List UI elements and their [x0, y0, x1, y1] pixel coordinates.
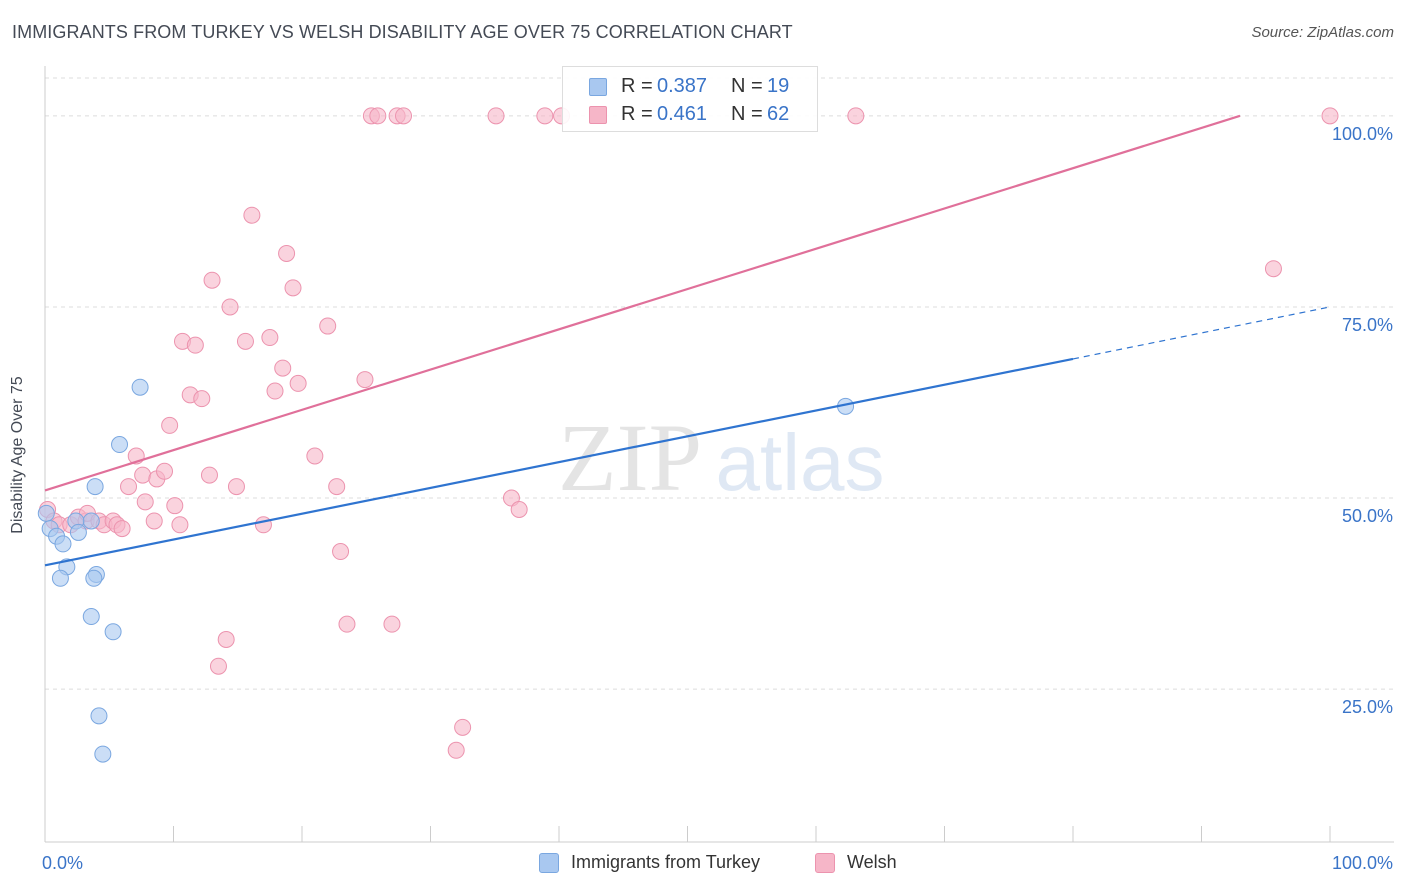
welsh-point — [266, 382, 284, 400]
welsh-point — [243, 206, 261, 224]
welsh-point — [289, 374, 307, 392]
turkey-trend-line-extension — [1072, 306, 1331, 360]
turkey-point — [82, 512, 100, 530]
welsh-point — [134, 466, 152, 484]
welsh-point — [395, 107, 413, 125]
turkey-point — [90, 707, 108, 725]
welsh-trend-line — [44, 114, 1241, 492]
watermark-atlas: atlas — [716, 418, 885, 507]
welsh-point — [447, 741, 465, 759]
turkey-point — [82, 608, 100, 626]
turkey-point — [86, 478, 104, 496]
trend-lines — [44, 114, 1331, 567]
y-tick-label: 100.0% — [1332, 124, 1393, 144]
turkey-point — [51, 569, 69, 587]
turkey-point — [111, 436, 129, 454]
welsh-point — [536, 107, 554, 125]
r-label: R = — [621, 75, 653, 97]
turkey-point — [54, 535, 72, 553]
welsh-point — [236, 332, 254, 350]
y-tick-label: 25.0% — [1342, 697, 1393, 717]
axes — [44, 66, 1394, 843]
welsh-point — [166, 497, 184, 515]
welsh-point — [284, 279, 302, 297]
turkey-point — [85, 569, 103, 587]
welsh-point — [332, 543, 350, 561]
y-tick-label: 75.0% — [1342, 315, 1393, 335]
welsh-point — [261, 329, 279, 347]
welsh-swatch — [589, 106, 607, 124]
gridlines — [45, 77, 1394, 690]
welsh-point — [221, 298, 239, 316]
stats-row-welsh: R = 0.461 N = 62 — [563, 101, 817, 131]
welsh-point — [274, 359, 292, 377]
stats-row-turkey: R = 0.387 N = 19 — [563, 73, 817, 103]
welsh-point — [1264, 260, 1282, 278]
n-label: N = — [731, 75, 763, 97]
turkey-point — [94, 745, 112, 763]
welsh-point — [338, 615, 356, 633]
n-value-welsh: 62 — [767, 103, 790, 125]
turkey-trend-line — [44, 357, 1074, 567]
chart-title: IMMIGRANTS FROM TURKEY VS WELSH DISABILI… — [12, 22, 793, 42]
welsh-point — [203, 271, 221, 289]
welsh-point — [328, 478, 346, 496]
welsh-point — [227, 478, 245, 496]
welsh-point — [136, 493, 154, 511]
welsh-point — [171, 516, 189, 534]
x-tick-label-max: 100.0% — [1332, 853, 1393, 873]
welsh-point — [369, 107, 387, 125]
welsh-point — [1321, 107, 1339, 125]
welsh-point — [113, 520, 131, 538]
welsh-point — [510, 501, 528, 519]
welsh-point — [847, 107, 865, 125]
welsh-point — [306, 447, 324, 465]
watermark: ZIP atlas — [558, 404, 884, 511]
turkey-swatch — [539, 853, 559, 873]
welsh-point — [145, 512, 163, 530]
welsh-point — [278, 244, 296, 262]
n-label: N = — [731, 103, 763, 125]
n-value-turkey: 19 — [767, 75, 790, 97]
welsh-point — [487, 107, 505, 125]
legend-label-turkey: Immigrants from Turkey — [571, 852, 761, 872]
turkey-point — [131, 378, 149, 396]
welsh-point — [254, 516, 272, 534]
r-label: R = — [621, 103, 653, 125]
turkey-points — [37, 378, 855, 763]
welsh-point — [209, 657, 227, 675]
welsh-swatch — [815, 853, 835, 873]
r-value-turkey: 0.387 — [657, 75, 708, 97]
stats-legend: R = 0.387 N = 19 R = 0.461 N = 62 — [562, 66, 818, 132]
r-value-welsh: 0.461 — [657, 103, 708, 125]
welsh-point — [156, 462, 174, 480]
welsh-point — [383, 615, 401, 633]
turkey-point — [37, 504, 55, 522]
turkey-point — [104, 623, 122, 641]
welsh-point — [356, 371, 374, 389]
welsh-point — [186, 336, 204, 354]
welsh-point — [161, 416, 179, 434]
series-legend: Immigrants from Turkey Welsh — [0, 852, 1406, 878]
welsh-point — [319, 317, 337, 335]
legend-label-welsh: Welsh — [847, 852, 897, 872]
turkey-point — [69, 523, 87, 541]
welsh-point — [454, 718, 472, 736]
x-tick-label-min: 0.0% — [42, 853, 83, 873]
welsh-point — [120, 478, 138, 496]
tick-labels: 25.0% 50.0% 75.0% 100.0% 0.0% 100.0% — [42, 124, 1393, 873]
source-credit: Source: ZipAtlas.com — [1251, 24, 1394, 41]
turkey-swatch — [589, 78, 607, 96]
y-tick-label: 50.0% — [1342, 506, 1393, 526]
welsh-point — [193, 390, 211, 408]
welsh-point — [217, 630, 235, 648]
welsh-point — [200, 466, 218, 484]
